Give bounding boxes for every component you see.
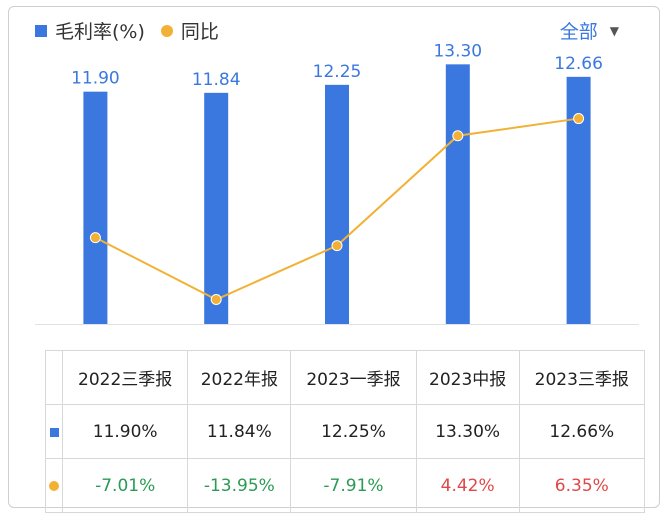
row-marker-cell [45, 458, 63, 513]
table-cell: 12.66% [518, 404, 646, 459]
table-cell: 4.42% [415, 458, 520, 513]
yoy-point[interactable] [331, 240, 343, 252]
legend: 毛利率(%) 同比 [35, 17, 235, 44]
dot-marker-icon [49, 480, 59, 491]
bar-swatch-icon [35, 24, 47, 37]
row-marker-cell [45, 404, 63, 459]
dot-swatch-icon [160, 24, 173, 37]
bar-value-label: 12.66 [554, 54, 603, 74]
filter-label: 全部 [559, 21, 598, 43]
bar-line-chart: 11.90 11.84 12.25 13.30 12.66 [35, 41, 639, 325]
bar-margin[interactable] [204, 92, 229, 324]
legend-item-margin[interactable]: 毛利率(%) [35, 17, 145, 44]
bar-margin[interactable] [325, 84, 349, 324]
table-cell: 11.90% [61, 404, 189, 459]
table-cell: 6.35% [518, 458, 646, 513]
table-header-cell: 2022三季报 [61, 350, 189, 405]
bar-margin[interactable] [83, 91, 108, 325]
table-row-yoy: -7.01% -13.95% -7.91% 4.42% 6.35% [45, 458, 646, 513]
chart-card: 毛利率(%) 同比 全部 ▼ 11.90 11.84 12.25 13.30 12.66… [8, 6, 660, 513]
bar-margin[interactable] [445, 64, 470, 325]
legend-label-yoy: 同比 [180, 21, 219, 43]
bar-value-label: 11.84 [192, 70, 241, 90]
table-row-margin: 11.90% 11.84% 12.25% 13.30% 12.66% [45, 404, 646, 459]
table-cell: -7.91% [290, 458, 417, 513]
table-header-cell: 2023一季报 [290, 350, 417, 405]
table-header-cell: 2023中报 [415, 350, 520, 405]
bar-value-label: 12.25 [313, 62, 362, 82]
bar-marker-icon [49, 427, 59, 437]
table-corner-cell [45, 350, 63, 405]
legend-label-margin: 毛利率(%) [55, 21, 145, 43]
yoy-point[interactable] [89, 232, 101, 244]
table-header-cell: 2022年报 [187, 350, 292, 405]
bar-value-label: 13.30 [433, 41, 482, 61]
bar-value-label: 11.90 [71, 69, 120, 89]
table-cell: -7.01% [61, 458, 189, 513]
yoy-point[interactable] [210, 293, 222, 305]
data-table: 2022三季报 2022年报 2023一季报 2023中报 2023三季报 11… [45, 350, 646, 513]
yoy-point[interactable] [452, 130, 464, 142]
yoy-point[interactable] [573, 113, 585, 125]
table-header-row: 2022三季报 2022年报 2023一季报 2023中报 2023三季报 [45, 350, 646, 405]
table-header-cell: 2023三季报 [518, 350, 646, 405]
legend-item-yoy[interactable]: 同比 [160, 17, 219, 44]
table-cell: -13.95% [187, 458, 292, 513]
chevron-down-icon: ▼ [609, 23, 619, 38]
table-cell: 13.30% [415, 404, 520, 459]
period-filter-dropdown[interactable]: 全部 ▼ [560, 17, 619, 44]
table-cell: 11.84% [187, 404, 292, 459]
table-cell: 12.25% [290, 404, 417, 459]
